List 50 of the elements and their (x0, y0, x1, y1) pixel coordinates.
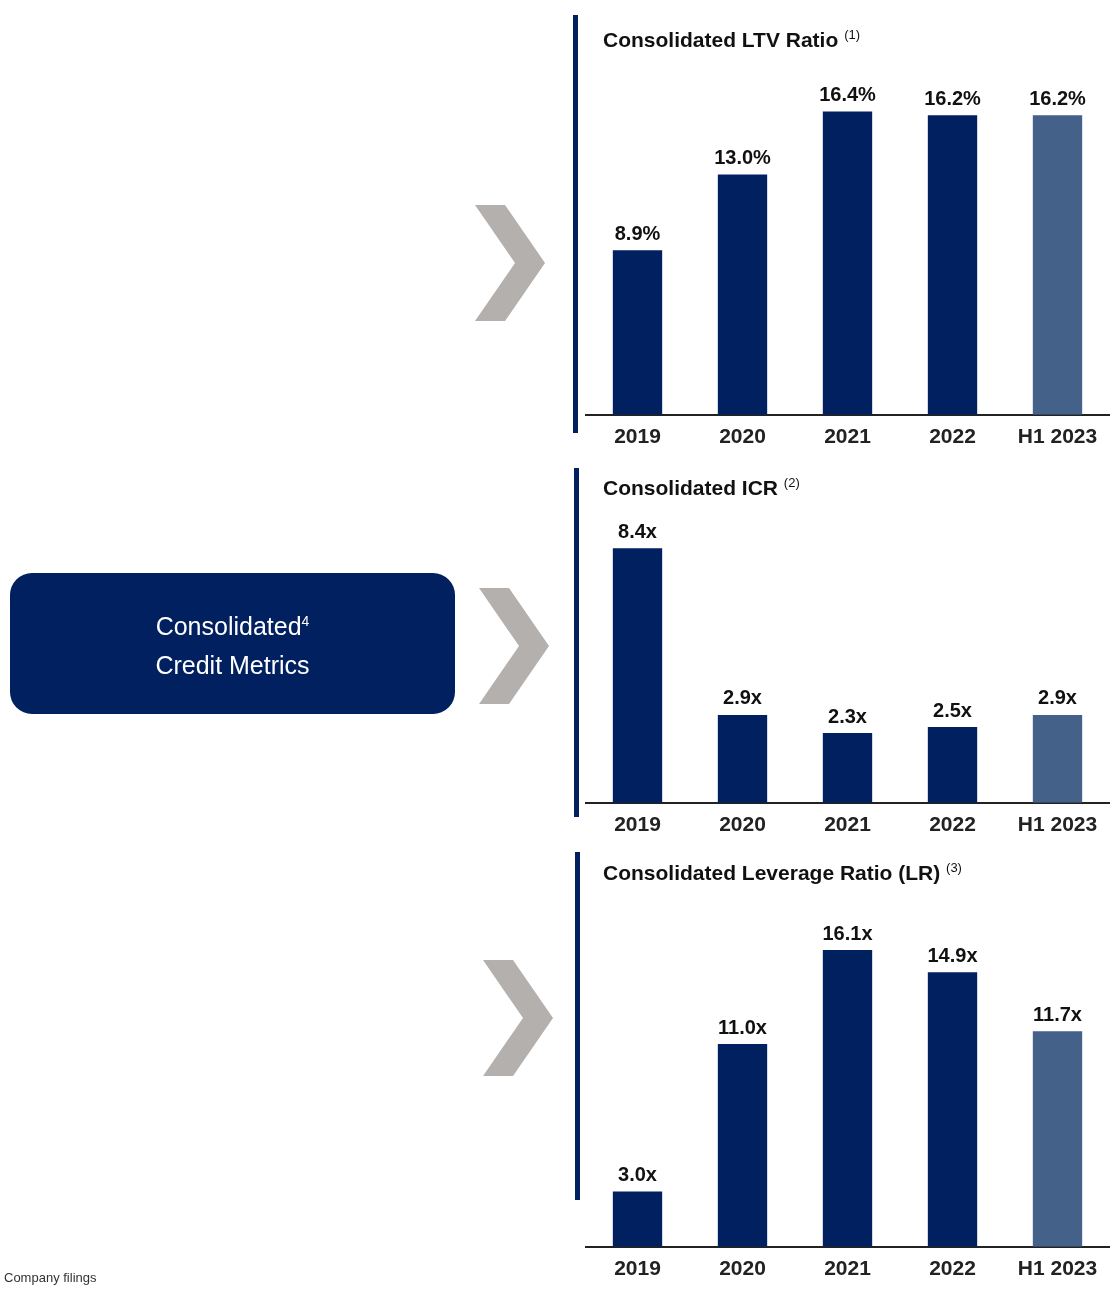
x-tick-label: 2022 (929, 812, 976, 836)
data-label: 13.0% (714, 145, 772, 168)
data-label: 8.9% (614, 221, 661, 244)
x-tick-label: 2021 (824, 1256, 872, 1280)
x-tick-label: 2022 (929, 1256, 976, 1280)
x-tick-label: H1 2023 (1017, 812, 1098, 836)
data-label: 3.0x (618, 1163, 657, 1186)
data-label: 14.9x (927, 943, 978, 966)
data-label: 11.0x (718, 1015, 767, 1038)
data-label: 16.2% (924, 86, 982, 109)
chart-title: Consolidated Leverage Ratio (LR) $^{(3)}$ (603, 859, 963, 884)
chart-title: Consolidated LTV Ratio $^{(1)}$ (603, 26, 861, 51)
bar (612, 250, 663, 415)
bar (1032, 1031, 1083, 1247)
data-label: 11.7x (1033, 1002, 1082, 1025)
bar (717, 1044, 768, 1247)
data-label: 2.9x (1038, 686, 1077, 709)
x-tick-label: 2022 (929, 424, 976, 448)
data-label: 2.3x (828, 704, 867, 727)
bar (717, 174, 768, 415)
bar (822, 111, 873, 415)
bar (1032, 115, 1083, 415)
bar (1032, 714, 1083, 803)
x-tick-label: 2019 (614, 812, 661, 836)
bar (822, 733, 873, 803)
bar (612, 1191, 663, 1247)
bar (717, 714, 768, 803)
x-tick-label: H1 2023 (1017, 1256, 1098, 1280)
x-tick-label: 2020 (719, 812, 766, 836)
bar (927, 727, 978, 803)
data-label: 16.1x (822, 921, 873, 944)
x-tick-label: 2019 (614, 424, 661, 448)
chart-title: Consolidated ICR $^{(2)}$ (603, 474, 801, 499)
x-tick-label: 2021 (824, 812, 872, 836)
text: Company filings (4, 1270, 97, 1285)
data-label: 8.4x (618, 519, 657, 542)
data-label: 16.4% (819, 83, 877, 106)
bar (822, 950, 873, 1247)
x-tick-label: 2020 (719, 1256, 766, 1280)
bar (927, 115, 978, 415)
bar (927, 972, 978, 1247)
data-label: 16.2% (1029, 86, 1087, 109)
x-tick-label: 2019 (614, 1256, 661, 1280)
chart-title: Consolidated$^{4}$ Credit Metrics (155, 612, 310, 680)
x-tick-label: 2021 (824, 424, 872, 448)
bar (612, 548, 663, 803)
x-tick-label: 2020 (719, 424, 766, 448)
data-label: 2.5x (933, 698, 972, 721)
data-label: 2.9x (723, 686, 762, 709)
x-tick-label: H1 2023 (1017, 424, 1098, 448)
